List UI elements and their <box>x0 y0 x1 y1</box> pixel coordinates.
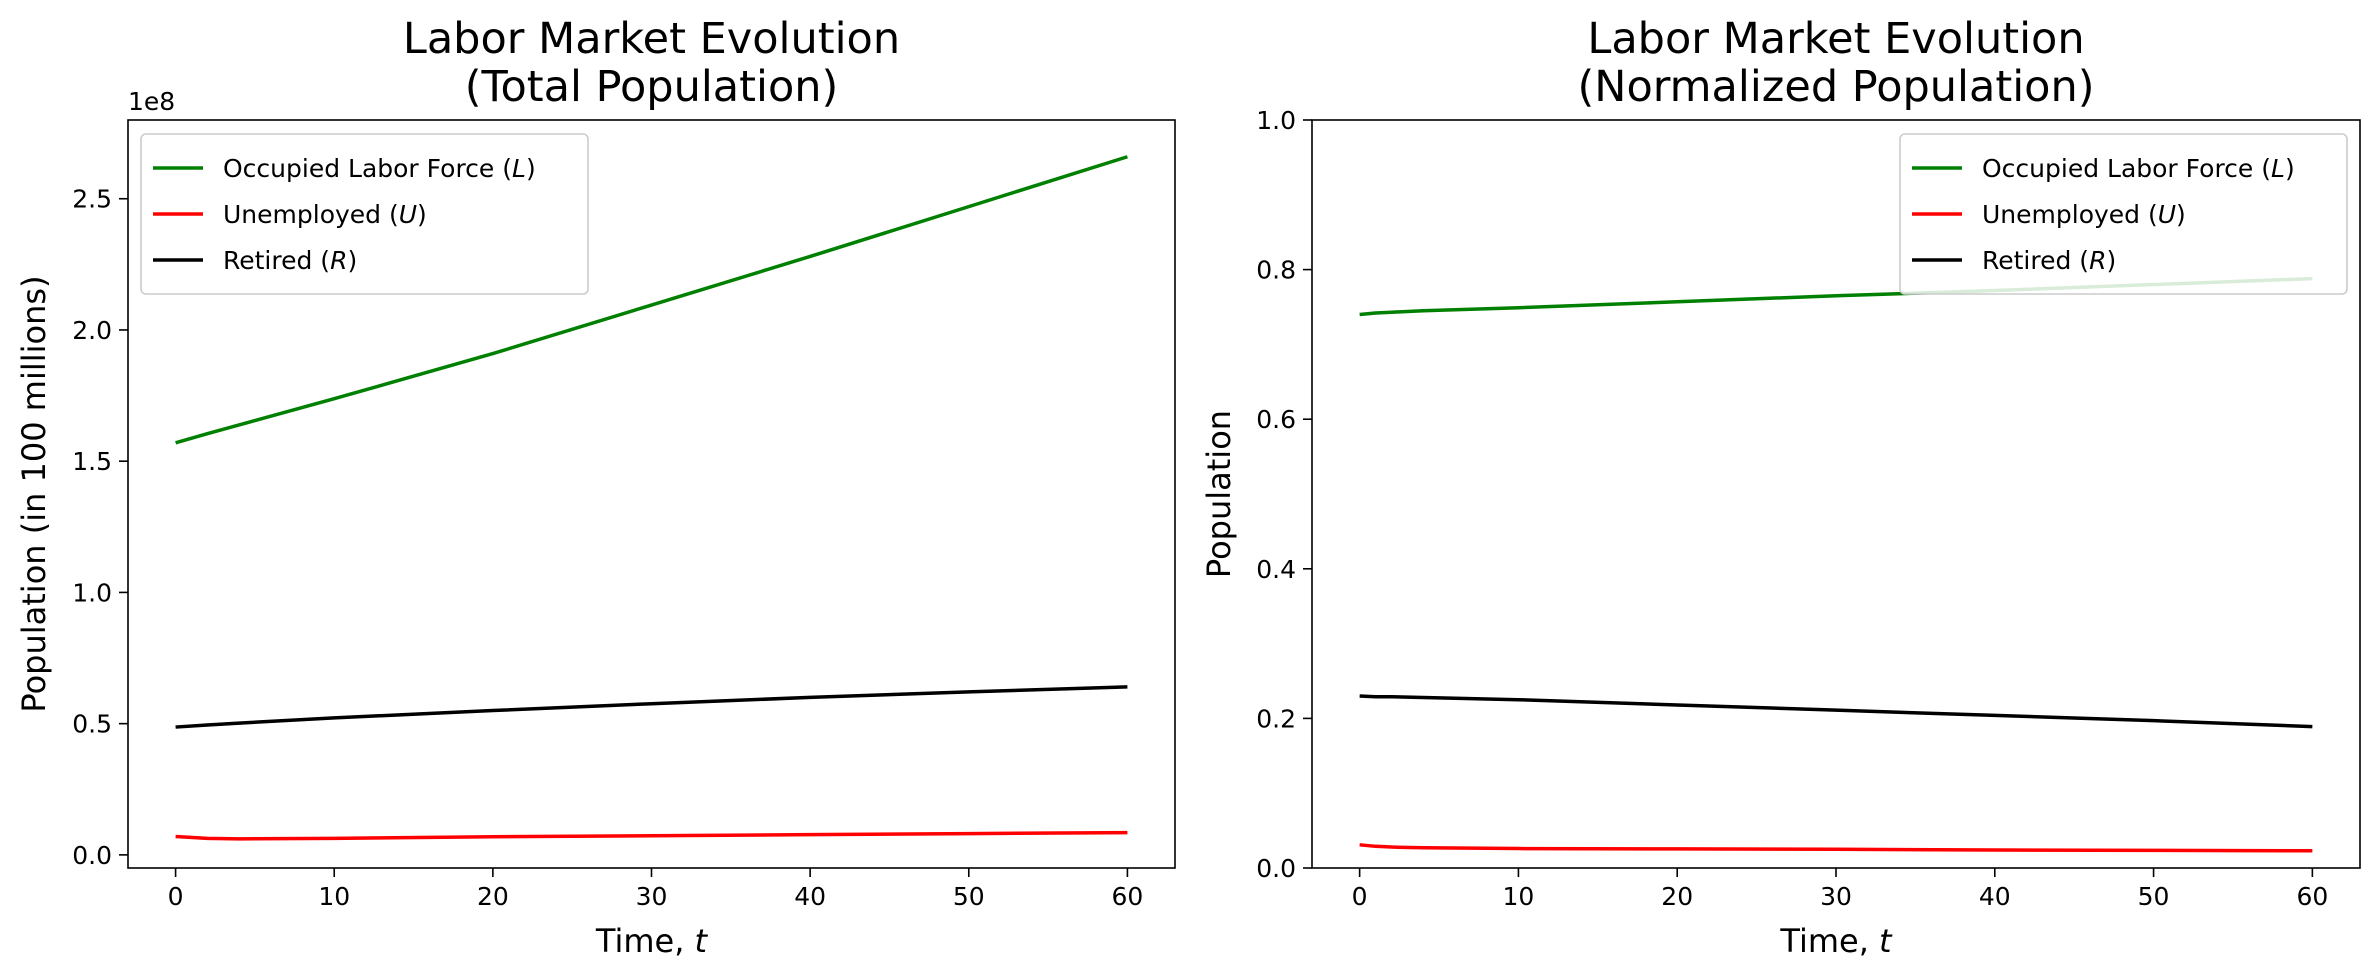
legend-label-var: L <box>512 154 526 183</box>
legend-item-r: Retired (R) <box>1912 246 2116 275</box>
legend-label: Retired (R) <box>1982 246 2116 275</box>
legend-label: Occupied Labor Force (L) <box>1982 154 2295 183</box>
legend-label: Unemployed (U) <box>1982 200 2186 229</box>
legend-label-close: ) <box>2106 246 2116 275</box>
legend-label-var: U <box>2158 200 2176 229</box>
x-axis-label: Time, t <box>595 922 709 960</box>
legend-label: Occupied Labor Force (L) <box>223 154 536 183</box>
legend-item-r: Retired (R) <box>153 246 357 275</box>
y-tick-label: 0.0 <box>72 841 112 870</box>
legend-item-u: Unemployed (U) <box>153 200 427 229</box>
y-tick-label: 0.8 <box>1256 256 1296 285</box>
legend-label: Unemployed (U) <box>223 200 427 229</box>
chart-title-line: Labor Market Evolution <box>403 14 900 64</box>
y-tick-label: 1.0 <box>72 578 112 607</box>
y-tick-label: 0.6 <box>1256 405 1296 434</box>
right-chart-panel: Labor Market Evolution(Normalized Popula… <box>1200 14 2361 960</box>
y-tick-label: 1.5 <box>72 447 112 476</box>
y-axis-label: Population (in 100 millions) <box>15 275 53 712</box>
y-axis-label: Population <box>1200 410 1238 578</box>
legend-item-l: Occupied Labor Force (L) <box>1912 154 2295 183</box>
left-chart-panel: Labor Market Evolution(Total Population)… <box>15 14 1176 960</box>
legend-item-u: Unemployed (U) <box>1912 200 2186 229</box>
x-tick-label: 60 <box>1112 882 1144 911</box>
x-tick-label: 50 <box>953 882 985 911</box>
x-tick-label: 10 <box>318 882 350 911</box>
y-tick-label: 2.0 <box>72 316 112 345</box>
legend-label-text: Occupied Labor Force ( <box>223 154 512 183</box>
x-tick-label: 20 <box>1661 882 1693 911</box>
legend-label-close: ) <box>417 200 427 229</box>
x-tick-label: 10 <box>1503 882 1535 911</box>
series-line-r <box>1359 694 2313 729</box>
x-tick-label: 0 <box>168 882 184 911</box>
legend-label-var: U <box>399 200 417 229</box>
chart-title-line: (Total Population) <box>465 62 839 112</box>
x-tick-label: 0 <box>1352 882 1368 911</box>
y-offset-text: 1e8 <box>128 87 175 116</box>
x-axis-label: Time, t <box>1779 922 1893 960</box>
chart-title-line: Labor Market Evolution <box>1587 14 2084 64</box>
x-axis-label-var: t <box>1879 922 1893 960</box>
y-tick-label: 0.5 <box>72 710 112 739</box>
x-tick-label: 30 <box>1820 882 1852 911</box>
legend-label-close: ) <box>526 154 536 183</box>
series-line-u <box>1359 843 2313 853</box>
x-axis-label-var: t <box>695 922 709 960</box>
legend: Occupied Labor Force (L)Unemployed (U)Re… <box>1899 133 2348 295</box>
legend-label-var: R <box>330 246 347 275</box>
x-axis-label-text: Time, <box>1779 922 1879 960</box>
legend: Occupied Labor Force (L)Unemployed (U)Re… <box>140 133 589 295</box>
y-tick-label: 0.4 <box>1256 555 1296 584</box>
x-tick-label: 60 <box>2296 882 2328 911</box>
legend-label-text: Retired ( <box>1982 246 2089 275</box>
legend-item-l: Occupied Labor Force (L) <box>153 154 536 183</box>
legend-box <box>140 133 589 295</box>
y-tick-label: 0.2 <box>1256 704 1296 733</box>
legend-label-text: Unemployed ( <box>223 200 399 229</box>
x-tick-label: 40 <box>1979 882 2011 911</box>
series-line-u <box>175 830 1128 841</box>
chart-title-line: (Normalized Population) <box>1578 62 2095 112</box>
legend-label-var: R <box>2089 246 2106 275</box>
legend-label-text: Retired ( <box>223 246 330 275</box>
series-line-l <box>175 155 1128 445</box>
legend-label: Retired (R) <box>223 246 357 275</box>
x-tick-label: 20 <box>477 882 509 911</box>
legend-box <box>1899 133 2348 295</box>
series-line-r <box>175 685 1128 729</box>
y-tick-label: 2.5 <box>72 185 112 214</box>
legend-label-close: ) <box>2285 154 2295 183</box>
legend-label-text: Unemployed ( <box>1982 200 2158 229</box>
legend-label-text: Occupied Labor Force ( <box>1982 154 2271 183</box>
x-tick-label: 50 <box>2138 882 2170 911</box>
x-axis-label-text: Time, <box>595 922 695 960</box>
y-tick-label: 1.0 <box>1256 106 1296 135</box>
x-tick-label: 30 <box>636 882 668 911</box>
legend-label-close: ) <box>2176 200 2186 229</box>
legend-label-var: L <box>2271 154 2285 183</box>
y-tick-label: 0.0 <box>1256 854 1296 883</box>
legend-label-close: ) <box>347 246 357 275</box>
x-tick-label: 40 <box>794 882 826 911</box>
